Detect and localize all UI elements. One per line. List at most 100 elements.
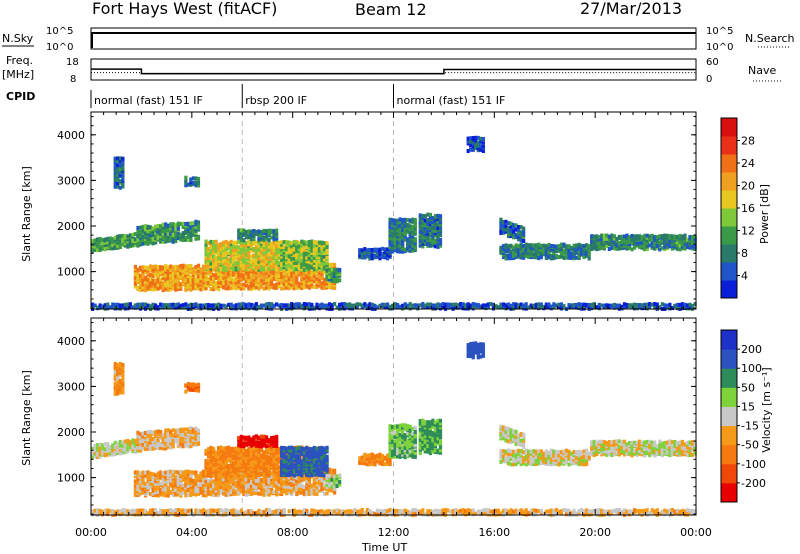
data-cell — [499, 228, 503, 233]
data-cell — [186, 432, 190, 437]
data-cell — [249, 267, 254, 272]
data-cell — [474, 135, 478, 140]
data-cell — [307, 279, 311, 284]
data-cell — [133, 271, 138, 276]
data-cell — [269, 305, 274, 310]
data-cell — [219, 265, 223, 270]
data-cell — [259, 246, 264, 251]
data-cell — [232, 278, 236, 283]
data-cell — [254, 267, 259, 272]
data-cell — [335, 273, 339, 278]
data-cell — [156, 490, 160, 495]
data-cell — [295, 248, 299, 253]
data-cell — [184, 179, 188, 184]
data-cell — [239, 286, 243, 291]
data-cell — [413, 231, 417, 236]
data-cell — [499, 302, 503, 307]
data-cell — [549, 253, 553, 258]
data-cell — [406, 225, 410, 230]
data-cell — [315, 492, 319, 497]
data-cell — [322, 241, 327, 246]
data-cell — [237, 476, 241, 481]
data-cell — [194, 442, 198, 447]
data-cell — [320, 477, 324, 482]
data-cell — [116, 175, 120, 180]
data-cell — [191, 435, 196, 440]
data-cell — [257, 478, 261, 483]
data-cell — [138, 283, 143, 288]
data-cell — [605, 240, 609, 245]
data-cell — [423, 222, 427, 227]
data-cell — [403, 224, 407, 229]
data-cell — [222, 484, 226, 489]
data-cell — [418, 222, 422, 227]
data-cell — [330, 468, 334, 473]
data-cell — [690, 244, 695, 249]
data-cell — [481, 140, 485, 145]
data-cell — [141, 230, 145, 235]
data-cell — [133, 275, 138, 280]
data-cell — [398, 232, 402, 237]
data-cell — [388, 234, 392, 239]
data-cell — [474, 146, 478, 151]
data-cell — [224, 247, 228, 252]
data-cell — [227, 283, 231, 288]
data-cell — [222, 482, 226, 487]
data-cell — [247, 284, 251, 289]
data-cell — [113, 237, 117, 242]
data-cell — [426, 226, 430, 231]
data-cell — [194, 180, 198, 185]
data-cell — [302, 251, 306, 256]
data-cell — [179, 237, 183, 242]
data-cell — [292, 479, 296, 484]
data-cell — [179, 481, 183, 486]
data-cell — [282, 286, 286, 291]
data-cell — [408, 306, 412, 311]
data-cell — [242, 478, 246, 483]
data-cell — [320, 481, 324, 486]
data-cell — [234, 256, 238, 261]
data-cell — [224, 255, 228, 260]
data-cell — [590, 244, 594, 249]
data-cell — [421, 234, 425, 239]
data-cell — [474, 143, 478, 148]
nave-trace — [91, 72, 696, 75]
data-cell — [635, 240, 639, 245]
data-cell — [194, 281, 198, 286]
data-cell — [338, 267, 342, 272]
data-cell — [267, 480, 271, 485]
data-cell — [141, 431, 145, 436]
data-cell — [365, 252, 369, 257]
data-cell — [267, 276, 271, 281]
data-cell — [665, 241, 669, 246]
frequency-trace — [91, 68, 696, 75]
data-cell — [244, 488, 248, 493]
data-cell — [290, 273, 294, 278]
data-cell — [181, 303, 185, 308]
data-cell — [693, 239, 697, 244]
data-cell — [242, 231, 246, 236]
data-cell — [269, 276, 274, 281]
data-cell — [675, 302, 680, 307]
data-cell — [136, 286, 140, 291]
data-cell — [232, 244, 236, 249]
data-cell — [638, 244, 642, 249]
data-cell — [136, 445, 140, 450]
data-cell — [325, 241, 329, 246]
data-cell — [206, 280, 211, 285]
data-cell — [501, 304, 506, 309]
data-cell — [398, 220, 402, 225]
data-cell — [385, 302, 390, 307]
data-cell — [267, 231, 271, 236]
data-cell — [128, 444, 133, 449]
data-cell — [154, 278, 158, 283]
data-cell — [325, 306, 329, 311]
data-cell — [680, 244, 685, 249]
data-cell — [98, 305, 102, 310]
data-cell — [610, 239, 614, 244]
data-cell — [627, 303, 632, 308]
data-cell — [118, 361, 122, 366]
data-cell — [280, 279, 284, 284]
data-cell — [252, 264, 256, 269]
data-cell — [678, 305, 682, 310]
